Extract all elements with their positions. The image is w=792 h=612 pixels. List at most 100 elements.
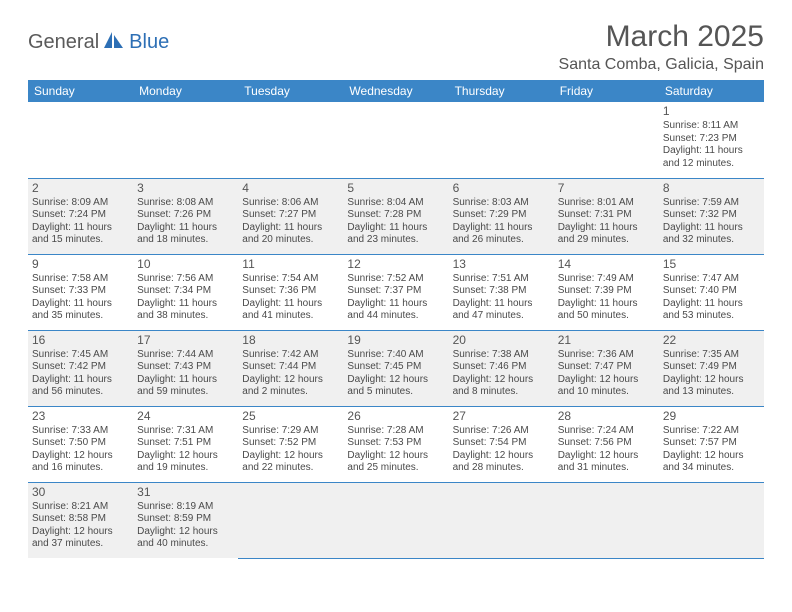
calendar-row: 23Sunrise: 7:33 AMSunset: 7:50 PMDayligh… — [28, 406, 764, 482]
day-cell: 13Sunrise: 7:51 AMSunset: 7:38 PMDayligh… — [449, 254, 554, 330]
day-cell: 25Sunrise: 7:29 AMSunset: 7:52 PMDayligh… — [238, 406, 343, 482]
sunrise-text: Sunrise: 7:26 AM — [453, 425, 550, 438]
sunset-text: Sunset: 7:43 PM — [137, 361, 234, 374]
empty-cell — [449, 482, 554, 558]
daylight-text: Daylight: 11 hours and 53 minutes. — [663, 298, 760, 323]
sunset-text: Sunset: 7:29 PM — [453, 209, 550, 222]
daylight-text: Daylight: 12 hours and 10 minutes. — [558, 374, 655, 399]
sunrise-text: Sunrise: 7:35 AM — [663, 349, 760, 362]
day-number: 10 — [137, 257, 234, 272]
empty-cell — [238, 102, 343, 178]
daylight-text: Daylight: 11 hours and 56 minutes. — [32, 374, 129, 399]
calendar-table: SundayMondayTuesdayWednesdayThursdayFrid… — [28, 80, 764, 559]
sunrise-text: Sunrise: 8:09 AM — [32, 197, 129, 210]
day-cell: 2Sunrise: 8:09 AMSunset: 7:24 PMDaylight… — [28, 178, 133, 254]
sunset-text: Sunset: 7:57 PM — [663, 437, 760, 450]
daylight-text: Daylight: 12 hours and 40 minutes. — [137, 526, 234, 551]
daylight-text: Daylight: 11 hours and 35 minutes. — [32, 298, 129, 323]
day-cell: 23Sunrise: 7:33 AMSunset: 7:50 PMDayligh… — [28, 406, 133, 482]
day-number: 28 — [558, 409, 655, 424]
logo-sail-icon — [103, 30, 125, 55]
sunset-text: Sunset: 7:36 PM — [242, 285, 339, 298]
sunrise-text: Sunrise: 7:42 AM — [242, 349, 339, 362]
day-cell: 16Sunrise: 7:45 AMSunset: 7:42 PMDayligh… — [28, 330, 133, 406]
sunset-text: Sunset: 8:59 PM — [137, 513, 234, 526]
calendar-row: 1Sunrise: 8:11 AMSunset: 7:23 PMDaylight… — [28, 102, 764, 178]
sunrise-text: Sunrise: 7:54 AM — [242, 273, 339, 286]
day-cell: 8Sunrise: 7:59 AMSunset: 7:32 PMDaylight… — [659, 178, 764, 254]
daylight-text: Daylight: 12 hours and 5 minutes. — [347, 374, 444, 399]
daylight-text: Daylight: 12 hours and 25 minutes. — [347, 450, 444, 475]
empty-cell — [554, 482, 659, 558]
calendar-row: 2Sunrise: 8:09 AMSunset: 7:24 PM Daylight… — [28, 178, 764, 254]
sunrise-text: Sunrise: 7:22 AM — [663, 425, 760, 438]
day-cell: 6Sunrise: 8:03 AMSunset: 7:29 PMDaylight… — [449, 178, 554, 254]
sunset-text: Sunset: 7:24 PM — [32, 209, 129, 222]
day-cell: 5Sunrise: 8:04 AMSunset: 7:28 PMDaylight… — [343, 178, 448, 254]
sunset-text: Sunset: 7:56 PM — [558, 437, 655, 450]
day-number: 11 — [242, 257, 339, 272]
sunset-text: Sunset: 7:37 PM — [347, 285, 444, 298]
day-cell: 17Sunrise: 7:44 AMSunset: 7:43 PMDayligh… — [133, 330, 238, 406]
daylight-text: Daylight: 12 hours and 31 minutes. — [558, 450, 655, 475]
day-cell: 21Sunrise: 7:36 AMSunset: 7:47 PMDayligh… — [554, 330, 659, 406]
day-cell: 26Sunrise: 7:28 AMSunset: 7:53 PMDayligh… — [343, 406, 448, 482]
daylight-text: Daylight: 11 hours and 41 minutes. — [242, 298, 339, 323]
sunset-text: Sunset: 7:46 PM — [453, 361, 550, 374]
calendar-row: 16Sunrise: 7:45 AMSunset: 7:42 PMDayligh… — [28, 330, 764, 406]
daylight-text: Daylight: 12 hours and 2 minutes. — [242, 374, 339, 399]
daylight-text: Daylight: 11 hours and 29 minutes. — [558, 222, 655, 247]
sunset-text: Sunset: 7:23 PM — [663, 133, 760, 146]
daylight-text: Daylight: 12 hours and 34 minutes. — [663, 450, 760, 475]
day-number: 30 — [32, 485, 129, 500]
location-text: Santa Comba, Galicia, Spain — [559, 56, 764, 74]
day-number: 12 — [347, 257, 444, 272]
sunrise-text: Sunrise: 8:01 AM — [558, 197, 655, 210]
sunrise-text: Sunrise: 7:58 AM — [32, 273, 129, 286]
sunrise-text: Sunrise: 8:06 AM — [242, 197, 339, 210]
sunset-text: Sunset: 7:45 PM — [347, 361, 444, 374]
day-number: 24 — [137, 409, 234, 424]
day-number: 2 — [32, 181, 129, 196]
sunset-text: Sunset: 7:28 PM — [347, 209, 444, 222]
logo-text-general: General — [28, 31, 99, 54]
sunset-text: Sunset: 7:42 PM — [32, 361, 129, 374]
sunset-text: Sunset: 7:53 PM — [347, 437, 444, 450]
sunset-text: Sunset: 7:39 PM — [558, 285, 655, 298]
sunset-text: Sunset: 7:33 PM — [32, 285, 129, 298]
day-number: 29 — [663, 409, 760, 424]
daylight-text: Daylight: 11 hours and 18 minutes. — [137, 222, 234, 247]
sunset-text: Sunset: 8:58 PM — [32, 513, 129, 526]
day-number: 18 — [242, 333, 339, 348]
daylight-text: Daylight: 12 hours and 16 minutes. — [32, 450, 129, 475]
sunrise-text: Sunrise: 7:51 AM — [453, 273, 550, 286]
day-cell: 4Sunrise: 8:06 AMSunset: 7:27 PMDaylight… — [238, 178, 343, 254]
weekday-header-row: SundayMondayTuesdayWednesdayThursdayFrid… — [28, 80, 764, 102]
daylight-text: Daylight: 11 hours and 50 minutes. — [558, 298, 655, 323]
empty-cell — [28, 102, 133, 178]
daylight-text: Daylight: 12 hours and 19 minutes. — [137, 450, 234, 475]
sunrise-text: Sunrise: 8:03 AM — [453, 197, 550, 210]
calendar-row: 9Sunrise: 7:58 AMSunset: 7:33 PMDaylight… — [28, 254, 764, 330]
empty-cell — [343, 102, 448, 178]
sunrise-text: Sunrise: 7:52 AM — [347, 273, 444, 286]
day-number: 27 — [453, 409, 550, 424]
sunrise-text: Sunrise: 8:19 AM — [137, 501, 234, 514]
sunrise-text: Sunrise: 7:40 AM — [347, 349, 444, 362]
daylight-text: Daylight: 12 hours and 13 minutes. — [663, 374, 760, 399]
sunset-text: Sunset: 7:27 PM — [242, 209, 339, 222]
weekday-header: Tuesday — [238, 80, 343, 102]
sunset-text: Sunset: 7:40 PM — [663, 285, 760, 298]
weekday-header: Wednesday — [343, 80, 448, 102]
day-number: 13 — [453, 257, 550, 272]
day-number: 5 — [347, 181, 444, 196]
day-cell: 15Sunrise: 7:47 AMSunset: 7:40 PMDayligh… — [659, 254, 764, 330]
daylight-text: Daylight: 11 hours and 20 minutes. — [242, 222, 339, 247]
logo-text-blue: Blue — [129, 31, 169, 54]
empty-cell — [554, 102, 659, 178]
day-cell: 1Sunrise: 8:11 AMSunset: 7:23 PMDaylight… — [659, 102, 764, 178]
day-number: 1 — [663, 104, 760, 119]
weekday-header: Saturday — [659, 80, 764, 102]
sunrise-text: Sunrise: 7:45 AM — [32, 349, 129, 362]
day-number: 20 — [453, 333, 550, 348]
